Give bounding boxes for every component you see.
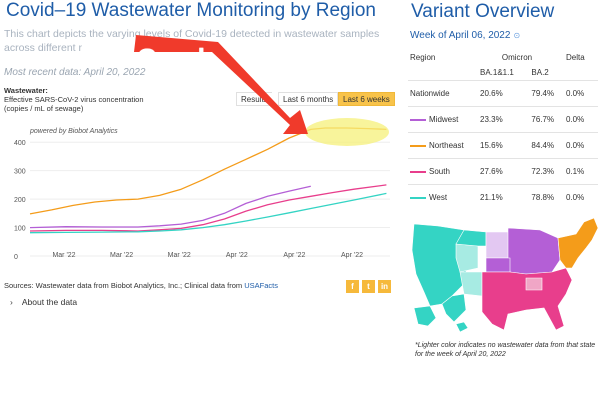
- map-midwest: [507, 227, 561, 275]
- region-cell: South: [408, 158, 470, 185]
- y-tick-label: 100: [14, 226, 26, 233]
- twitter-icon[interactable]: t: [362, 280, 375, 293]
- series-line-south: [29, 184, 387, 232]
- variant-row: Midwest 23.3% 76.7% 0.0%: [408, 106, 598, 133]
- variant-row: South 27.6% 72.3% 0.1%: [408, 158, 598, 185]
- col-ba2: BA.2: [531, 68, 549, 77]
- col-delta: Delta: [566, 53, 585, 62]
- sources-text: Sources: Wastewater data from Biobot Ana…: [4, 281, 278, 290]
- map-hawaii: [455, 321, 469, 333]
- delta-cell: 0.0%: [564, 184, 598, 211]
- wastewater-sub2: (copies / mL of sewage): [4, 104, 84, 113]
- ba2-cell: 76.7%: [529, 106, 564, 133]
- arrow-icon: [134, 35, 308, 134]
- series-swatch: [410, 171, 426, 173]
- toggle-last-6-weeks[interactable]: Last 6 weeks: [338, 92, 395, 106]
- map-midwest-light: [485, 231, 511, 259]
- page-title: Covid–19 Wastewater Monitoring by Region: [6, 0, 376, 21]
- y-tick-label: 200: [14, 197, 26, 204]
- us-region-map: [411, 217, 599, 333]
- region-cell: Nationwide: [408, 80, 470, 107]
- series-swatch: [410, 119, 426, 121]
- region-label: Northeast: [429, 141, 464, 150]
- ba2-cell: 78.8%: [529, 184, 564, 211]
- annotation-overlay: [134, 35, 389, 146]
- map-midwest-2: [485, 257, 511, 273]
- ba1-cell: 21.1%: [470, 184, 530, 211]
- variant-row: West 21.1% 78.8% 0.0%: [408, 184, 598, 211]
- map-west-light-2: [459, 271, 483, 297]
- map-west-sw: [441, 293, 467, 323]
- powered-by-label: powered by Biobot Analytics: [30, 128, 118, 135]
- map-west-mountain: [455, 229, 487, 247]
- annotation-text: Good: [137, 43, 205, 74]
- toggle-last-6-months[interactable]: Last 6 months: [278, 92, 339, 106]
- delta-cell: 0.0%: [564, 132, 598, 159]
- map-south-light: [525, 277, 543, 291]
- y-tick-label: 0: [14, 254, 18, 261]
- about-data-label: About the data: [21, 297, 78, 307]
- ba1-cell: 15.6%: [470, 132, 530, 159]
- chart-description: This chart depicts the varying levels of…: [4, 28, 380, 54]
- y-tick-label: 300: [14, 169, 26, 176]
- x-tick-label: Mar '22: [52, 252, 75, 259]
- series-line-west: [29, 192, 387, 234]
- series-line-midwest: [29, 185, 311, 229]
- wastewater-sub1: Effective SARS-CoV-2 virus concentration: [4, 95, 144, 104]
- map-alaska: [413, 305, 437, 327]
- info-icon[interactable]: ⊙: [513, 31, 521, 40]
- sources-prefix: Sources: Wastewater data from Biobot Ana…: [4, 281, 245, 290]
- x-tick-label: Apr '22: [341, 252, 363, 259]
- map-footnote: *Lighter color indicates no wastewater d…: [415, 342, 596, 358]
- region-label: South: [429, 167, 450, 176]
- variant-row: Northeast 15.6% 84.4% 0.0%: [408, 132, 598, 159]
- most-recent-date: Most recent data: April 20, 2022: [4, 67, 146, 78]
- ba1-cell: 20.6%: [470, 80, 530, 107]
- region-label: Midwest: [429, 115, 459, 124]
- delta-cell: 0.0%: [564, 80, 598, 107]
- ba1-cell: 23.3%: [470, 106, 530, 133]
- week-label: Week of April 06, 2022 ⊙: [410, 30, 520, 41]
- region-label: West: [429, 193, 448, 203]
- ba2-cell: 84.4%: [529, 132, 564, 159]
- x-tick-label: Mar '22: [168, 252, 191, 259]
- col-region: Region: [410, 53, 436, 62]
- region-cell: Midwest: [408, 106, 470, 133]
- toggle-results[interactable]: Results: [236, 92, 272, 106]
- highlight-ellipse: [305, 118, 389, 146]
- map-south: [481, 267, 573, 331]
- region-cell: West: [408, 184, 470, 211]
- region-cell: Northeast: [408, 132, 470, 159]
- ba2-cell: 79.4%: [529, 80, 564, 107]
- variant-overview-title: Variant Overview: [411, 1, 555, 22]
- series-swatch: [410, 145, 426, 147]
- week-text: Week of April 06, 2022: [410, 30, 511, 41]
- x-tick-label: Mar '22: [110, 252, 133, 259]
- map-west-light: [455, 243, 479, 273]
- delta-cell: 0.1%: [564, 158, 598, 185]
- about-data-toggle[interactable]: › About the data: [10, 297, 77, 307]
- wastewater-label: Wastewater: Effective SARS-CoV-2 virus c…: [4, 86, 184, 113]
- linkedin-icon[interactable]: in: [378, 280, 391, 293]
- variant-row: Nationwide 20.6% 79.4% 0.0%: [408, 80, 598, 107]
- x-tick-label: Apr '22: [226, 252, 248, 259]
- wastewater-chart: 0 100 200 300 400 Mar '22 Mar '22 Mar '22 Apr '2…: [14, 127, 390, 261]
- chevron-right-icon: ›: [10, 297, 13, 307]
- ba1-cell: 27.6%: [470, 158, 530, 185]
- col-ba1: BA.1&1.1: [480, 68, 514, 77]
- series-swatch: [410, 197, 426, 199]
- ba2-cell: 72.3%: [529, 158, 564, 185]
- wastewater-title: Wastewater:: [4, 86, 48, 95]
- y-tick-label: 400: [14, 140, 26, 147]
- facebook-icon[interactable]: f: [346, 280, 359, 293]
- map-northeast: [557, 217, 599, 269]
- variant-table: Region Omicron Delta BA.1&1.1 BA.2 Natio…: [408, 50, 598, 211]
- col-omicron: Omicron: [501, 53, 533, 62]
- x-tick-label: Apr '22: [283, 252, 305, 259]
- delta-cell: 0.0%: [564, 106, 598, 133]
- usafacts-link[interactable]: USAFacts: [244, 281, 279, 290]
- region-label: Nationwide: [410, 89, 450, 98]
